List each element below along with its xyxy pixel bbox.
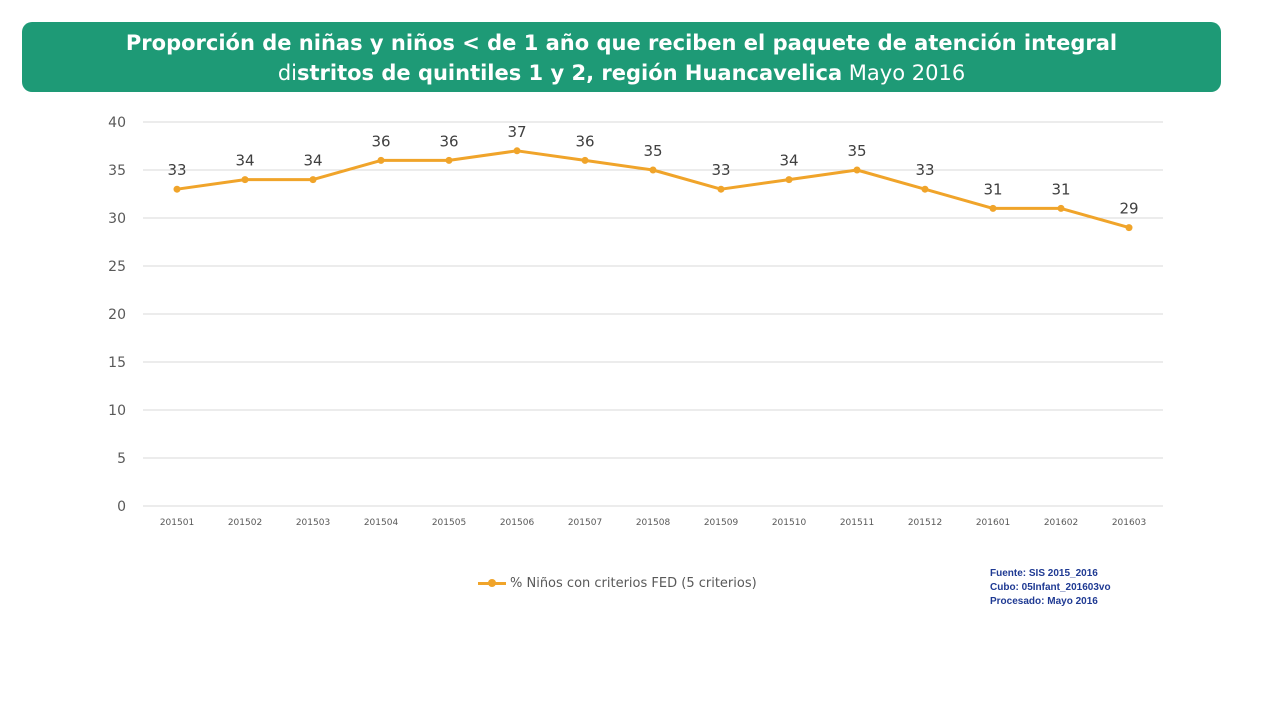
x-tick-label: 201504 (364, 518, 399, 528)
data-label: 36 (371, 132, 390, 150)
x-tick-label: 201507 (568, 518, 602, 528)
data-point (581, 156, 589, 164)
y-tick-label: 5 (117, 451, 126, 467)
title-line-2-bold: stritos de quintiles 1 y 2, región Huanc… (296, 61, 843, 85)
data-label: 34 (779, 152, 798, 170)
x-tick-label: 201601 (976, 518, 1010, 528)
data-label: 36 (439, 132, 458, 150)
data-point (513, 147, 521, 155)
data-label: 35 (847, 142, 866, 160)
source-line-2: Cubo: 05Infant_201603vo (990, 582, 1111, 593)
y-tick-label: 0 (117, 499, 126, 515)
y-tick-label: 10 (108, 403, 126, 419)
data-point (1125, 224, 1133, 232)
data-point (173, 185, 181, 193)
source-line-3: Procesado: Mayo 2016 (990, 596, 1098, 607)
data-label: 33 (915, 161, 934, 179)
data-point (853, 166, 861, 174)
x-tick-label: 201509 (704, 518, 739, 528)
data-point (989, 204, 997, 212)
title-line-2: distritos de quintiles 1 y 2, región Hua… (22, 58, 1221, 88)
title-line-2-prefix: di (277, 61, 297, 85)
data-point (785, 176, 793, 184)
data-label: 33 (167, 161, 186, 179)
y-tick-label: 30 (108, 211, 126, 227)
legend-label: % Niños con criterios FED (5 criterios) (510, 575, 757, 591)
legend-line-marker-icon (478, 576, 506, 590)
data-label: 31 (1051, 180, 1070, 198)
data-point (649, 166, 657, 174)
source-note: Fuente: SIS 2015_2016 Cubo: 05Infant_201… (990, 567, 1111, 609)
data-label: 29 (1119, 200, 1138, 218)
x-tick-label: 201511 (840, 518, 874, 528)
y-tick-label: 25 (108, 259, 126, 275)
x-tick-label: 201602 (1044, 518, 1078, 528)
data-point (1057, 204, 1065, 212)
data-point (241, 176, 249, 184)
x-tick-label: 201508 (636, 518, 671, 528)
data-label: 37 (507, 123, 526, 141)
data-point (377, 156, 385, 164)
data-point (445, 156, 453, 164)
data-point (921, 185, 929, 193)
x-tick-label: 201501 (160, 518, 194, 528)
x-tick-label: 201503 (296, 518, 330, 528)
data-label: 35 (643, 142, 662, 160)
y-tick-label: 20 (108, 307, 126, 323)
data-label: 36 (575, 132, 594, 150)
data-label: 33 (711, 161, 730, 179)
y-tick-label: 35 (108, 163, 126, 179)
title-banner: Proporción de niñas y niños < de 1 año q… (22, 22, 1221, 92)
y-tick-label: 40 (108, 115, 126, 131)
data-label: 34 (303, 152, 322, 170)
data-point (717, 185, 725, 193)
title-line-1: Proporción de niñas y niños < de 1 año q… (125, 31, 1118, 55)
chart-legend: % Niños con criterios FED (5 criterios) (478, 574, 757, 592)
data-label: 31 (983, 180, 1002, 198)
x-tick-label: 201510 (772, 518, 807, 528)
source-line-1: Fuente: SIS 2015_2016 (990, 568, 1098, 579)
data-point (309, 176, 317, 184)
y-tick-label: 15 (108, 355, 126, 371)
x-tick-label: 201502 (228, 518, 262, 528)
data-label: 34 (235, 152, 254, 170)
x-tick-label: 201506 (500, 518, 535, 528)
x-tick-label: 201512 (908, 518, 942, 528)
x-tick-label: 201505 (432, 518, 466, 528)
x-tick-label: 201603 (1112, 518, 1146, 528)
title-line-2-suffix: Mayo 2016 (842, 61, 966, 85)
